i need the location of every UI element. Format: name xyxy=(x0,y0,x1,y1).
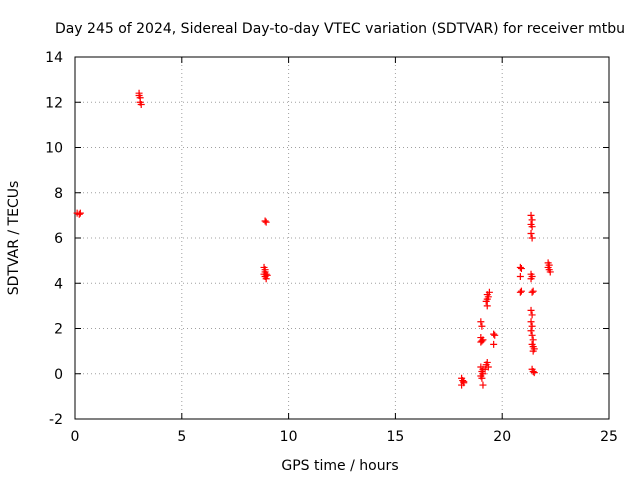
data-point xyxy=(483,358,491,366)
y-tick-label: 2 xyxy=(54,322,63,338)
data-point xyxy=(527,275,535,283)
data-point xyxy=(528,311,536,319)
data-point xyxy=(529,336,537,344)
y-axis-label: SDTVAR / TECUs xyxy=(6,181,22,296)
data-point xyxy=(529,367,537,375)
chart-title: Day 245 of 2024, Sidereal Day-to-day VTE… xyxy=(55,21,625,37)
data-point xyxy=(75,210,83,218)
x-tick-label: 5 xyxy=(177,429,186,445)
data-point xyxy=(516,272,524,280)
data-point xyxy=(263,271,271,279)
data-point xyxy=(517,265,525,273)
grid xyxy=(75,57,609,419)
data-point xyxy=(528,216,536,224)
y-tick-label: 10 xyxy=(45,141,63,157)
data-point xyxy=(527,327,535,335)
data-point xyxy=(527,211,535,219)
data-point xyxy=(478,374,486,382)
data-point xyxy=(516,288,524,296)
data-point xyxy=(137,101,145,109)
data-point xyxy=(528,288,536,296)
data-point xyxy=(528,331,536,339)
data-point xyxy=(477,318,485,326)
data-point xyxy=(481,365,489,373)
data-point xyxy=(262,275,270,283)
data-point xyxy=(529,347,537,355)
data-point xyxy=(528,322,536,330)
data-point xyxy=(482,297,490,305)
data-point xyxy=(262,218,270,226)
data-point xyxy=(135,91,143,99)
x-tick-label: 25 xyxy=(600,429,618,445)
data-point xyxy=(477,338,485,346)
y-tick-label: 4 xyxy=(54,276,63,292)
y-tick-label: -2 xyxy=(49,412,63,428)
data-point xyxy=(491,331,499,339)
x-tick-label: 15 xyxy=(386,429,404,445)
y-tick-label: 8 xyxy=(54,186,63,202)
data-point xyxy=(528,223,536,231)
data-point xyxy=(517,287,525,295)
data-point xyxy=(483,302,491,310)
data-point xyxy=(479,381,487,389)
data-point xyxy=(490,330,498,338)
data-point xyxy=(460,378,468,386)
data-point xyxy=(527,229,535,237)
data-point xyxy=(516,263,524,271)
data-point xyxy=(528,234,536,242)
y-tick-label: 14 xyxy=(45,50,63,66)
x-tick-label: 10 xyxy=(280,429,298,445)
axis-ticks: 0 5 10 15 20 25 -2 0 2 4 6 8 10 12 14 xyxy=(45,50,618,445)
y-tick-label: 6 xyxy=(54,231,63,247)
data-points xyxy=(73,89,554,389)
y-tick-label: 0 xyxy=(54,367,63,383)
data-point xyxy=(478,337,486,345)
x-axis-label: GPS time / hours xyxy=(281,458,398,474)
data-point xyxy=(546,268,554,276)
y-tick-label: 12 xyxy=(45,95,63,111)
data-point xyxy=(529,287,537,295)
x-tick-label: 0 xyxy=(71,429,80,445)
data-point xyxy=(527,318,535,326)
data-point xyxy=(527,306,535,314)
data-point xyxy=(485,288,493,296)
data-point xyxy=(478,322,486,330)
data-point xyxy=(260,270,268,278)
x-tick-label: 20 xyxy=(493,429,511,445)
data-point xyxy=(76,209,84,217)
data-point xyxy=(261,217,269,225)
data-point xyxy=(530,369,538,377)
data-point xyxy=(490,340,498,348)
